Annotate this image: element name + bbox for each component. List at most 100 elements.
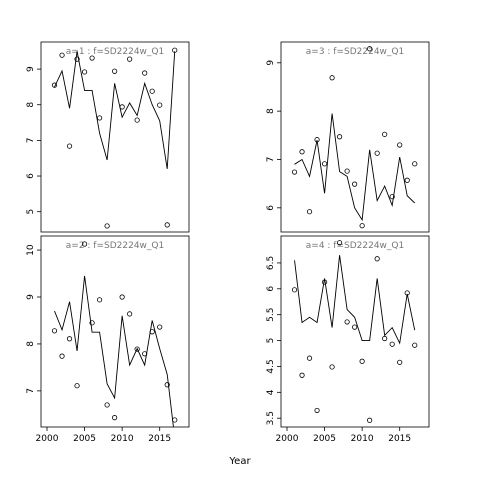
- y-tick-label: 5: [266, 338, 276, 344]
- observed-point: [81, 69, 88, 75]
- x-tick-label: 2000: [36, 434, 59, 444]
- observed-point: [374, 256, 380, 262]
- observed-point: [66, 336, 73, 342]
- observed-point: [382, 335, 388, 342]
- plot-area: [291, 240, 418, 423]
- y-tick-label: 9: [266, 60, 276, 66]
- x-tick-label: 2010: [111, 434, 134, 444]
- observed-point: [104, 402, 110, 408]
- panel-title: a=1 : f=SD2224w_Q1: [66, 47, 164, 57]
- panel-frame: [40, 41, 190, 233]
- x-tick-label: 2005: [313, 434, 336, 444]
- fitted-line: [54, 275, 174, 427]
- observed-point: [89, 55, 95, 61]
- observed-point: [336, 134, 343, 140]
- panel-frame: [280, 41, 430, 233]
- y-tick-label: 6: [26, 173, 36, 179]
- y-tick-label: 9: [26, 66, 36, 72]
- panel-frame: [280, 235, 430, 428]
- observed-point: [66, 143, 73, 149]
- observed-point: [321, 161, 328, 167]
- observed-point: [291, 169, 298, 175]
- observed-point: [359, 358, 365, 364]
- observed-point: [104, 223, 110, 229]
- observed-point: [112, 415, 118, 421]
- observed-point: [367, 417, 373, 423]
- observed-point: [389, 341, 395, 347]
- y-tick-label: 9: [26, 294, 36, 300]
- observed-point: [157, 102, 163, 108]
- y-tick-label: 4.5: [266, 359, 276, 373]
- x-tick-label: 2000: [276, 434, 299, 444]
- panel-frame: [40, 235, 190, 428]
- observed-point: [119, 294, 125, 300]
- observed-point: [96, 115, 103, 121]
- y-tick-label: 6: [266, 205, 276, 211]
- y-tick-label: 3.5: [266, 411, 276, 425]
- x-tick-label: 2010: [351, 434, 374, 444]
- observed-point: [164, 382, 170, 388]
- fitted-line: [294, 255, 416, 345]
- observed-point: [112, 68, 118, 74]
- panel-title: a=4 : f=SD2224w_Q1: [306, 241, 404, 251]
- y-tick-label: 8: [266, 108, 276, 114]
- y-tick-label: 6: [266, 286, 276, 292]
- observed-point: [404, 177, 410, 183]
- observed-point: [51, 328, 58, 334]
- y-tick-label: 5.5: [266, 308, 276, 322]
- observed-point: [59, 52, 65, 58]
- observed-point: [344, 319, 350, 325]
- observed-point: [299, 149, 305, 155]
- observed-point: [352, 324, 358, 330]
- observed-point: [127, 311, 133, 317]
- y-tick-label: 10: [26, 244, 36, 256]
- observed-point: [382, 131, 388, 137]
- observed-point: [81, 241, 88, 247]
- observed-point: [314, 407, 320, 414]
- observed-point: [96, 297, 103, 303]
- panel-title: a=2 : f=SD2224w_Q1: [66, 241, 164, 251]
- observed-point: [329, 75, 335, 81]
- observed-point: [164, 222, 170, 228]
- plot-area: [51, 241, 178, 427]
- fitted-line: [294, 113, 416, 222]
- y-tick-label: 6.5: [266, 256, 276, 270]
- plot-area: [291, 46, 418, 229]
- plot-area: [51, 47, 178, 229]
- observed-point: [142, 70, 148, 76]
- observed-point: [134, 346, 140, 352]
- x-tick-label: 2015: [148, 434, 171, 444]
- observed-point: [367, 46, 373, 52]
- observed-point: [397, 359, 403, 365]
- x-tick-label: 2005: [73, 434, 96, 444]
- fitted-line: [54, 51, 176, 169]
- observed-point: [329, 364, 335, 370]
- observed-point: [291, 287, 298, 293]
- y-tick-label: 7: [26, 138, 36, 144]
- observed-point: [74, 383, 80, 389]
- y-tick-label: 8: [26, 102, 36, 108]
- observed-point: [134, 117, 140, 123]
- panel-title: a=3 : f=SD2224w_Q1: [306, 47, 404, 57]
- observed-point: [306, 209, 313, 215]
- y-tick-label: 4: [266, 389, 276, 395]
- observed-point: [352, 181, 358, 187]
- observed-point: [157, 324, 163, 330]
- observed-point: [74, 56, 80, 62]
- x-tick-label: 2015: [388, 434, 411, 444]
- observed-point: [374, 150, 380, 156]
- observed-point: [359, 223, 365, 229]
- observed-point: [59, 353, 65, 359]
- observed-point: [412, 161, 418, 167]
- y-tick-label: 5: [26, 209, 36, 215]
- observed-point: [89, 320, 95, 326]
- x-axis-label: Year: [228, 456, 251, 467]
- observed-point: [397, 142, 403, 148]
- observed-point: [127, 56, 133, 62]
- observed-point: [412, 342, 418, 348]
- observed-point: [299, 372, 305, 378]
- observed-point: [149, 88, 155, 94]
- y-tick-label: 7: [266, 157, 276, 163]
- observed-point: [51, 82, 58, 88]
